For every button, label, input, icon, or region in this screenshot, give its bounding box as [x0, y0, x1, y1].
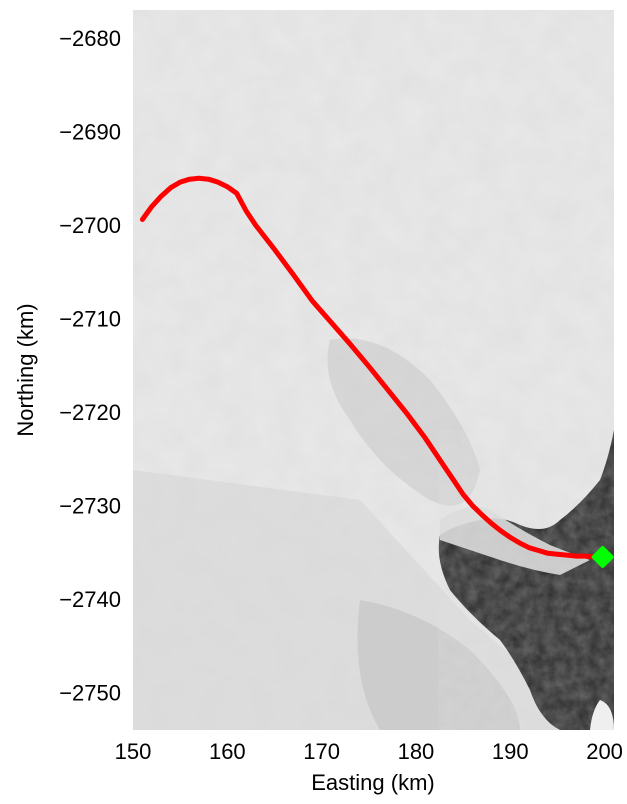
y-tick-label: −2710 — [59, 307, 121, 332]
y-axis-ticks: −2680 −2690 −2700 −2710 −2720 −2730 −2740 −2750 — [59, 26, 121, 706]
endpoint-marker-layer — [591, 546, 614, 569]
y-tick-label: −2740 — [59, 587, 121, 612]
endpoint-marker — [591, 546, 614, 569]
y-tick-label: −2690 — [59, 120, 121, 145]
x-tick-label: 190 — [492, 739, 529, 764]
y-tick-label: −2750 — [59, 681, 121, 706]
y-tick-label: −2720 — [59, 400, 121, 425]
x-tick-label: 200 — [586, 739, 623, 764]
y-axis-label: Northing (km) — [13, 303, 38, 436]
y-tick-label: −2700 — [59, 213, 121, 238]
y-tick-label: −2680 — [59, 26, 121, 51]
x-tick-label: 160 — [209, 739, 246, 764]
y-tick-label: −2730 — [59, 494, 121, 519]
x-tick-label: 170 — [303, 739, 340, 764]
x-axis-label: Easting (km) — [311, 770, 434, 795]
track-layer — [139, 175, 606, 560]
x-tick-label: 150 — [115, 739, 152, 764]
x-axis-ticks: 150 160 170 180 190 200 — [115, 739, 623, 764]
track-line — [139, 175, 606, 560]
x-tick-label: 180 — [398, 739, 435, 764]
